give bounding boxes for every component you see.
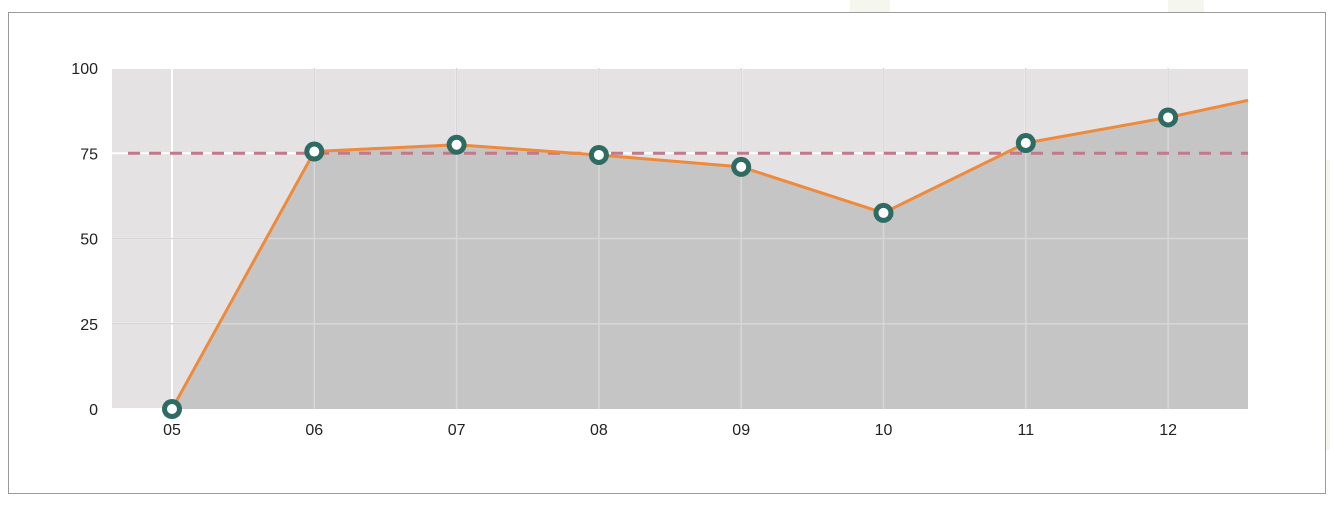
y-tick-label-25: 25 <box>80 317 98 334</box>
y-tick-label-75: 75 <box>80 146 98 163</box>
x-tick-label-11: 11 <box>1017 422 1034 439</box>
x-tick-label-09: 09 <box>732 422 750 439</box>
x-tick-label-08: 08 <box>590 422 608 439</box>
area-fill <box>172 100 1248 410</box>
data-point-12 <box>1158 107 1179 128</box>
x-axis-tick-labels: 05 06 07 08 09 10 11 12 <box>163 422 1177 439</box>
vertical-gridlines-over-area <box>112 68 1248 409</box>
x-tick-label-05: 05 <box>163 422 181 439</box>
y-tick-label-100: 100 <box>71 61 98 78</box>
data-point-11 <box>1015 133 1036 154</box>
data-point-08 <box>588 144 609 165</box>
x-tick-label-07: 07 <box>448 422 466 439</box>
data-markers <box>162 107 1179 419</box>
data-point-10 <box>873 202 894 223</box>
decor-strip-edge <box>1326 160 1330 450</box>
data-point-09 <box>731 156 752 177</box>
data-point-07 <box>446 134 467 155</box>
decor-strip-right <box>1168 0 1204 12</box>
x-tick-label-12: 12 <box>1159 422 1177 439</box>
decor-strip-left <box>850 0 890 12</box>
y-tick-label-0: 0 <box>89 402 98 419</box>
x-tick-label-10: 10 <box>875 422 893 439</box>
y-axis-tick-labels: 0 25 50 75 100 <box>71 61 98 419</box>
x-tick-label-06: 06 <box>305 422 323 439</box>
data-point-05 <box>162 399 182 419</box>
data-point-06 <box>304 141 325 162</box>
y-tick-label-50: 50 <box>80 232 98 249</box>
